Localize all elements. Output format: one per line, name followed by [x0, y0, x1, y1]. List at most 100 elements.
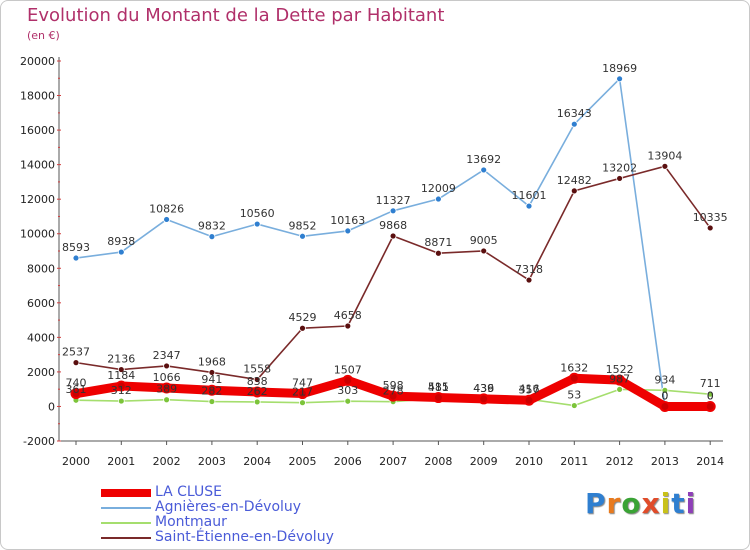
data-label-la-cluse: 0 [707, 389, 714, 402]
data-point-montmaur [299, 399, 306, 407]
y-tick-label: 2000 [27, 366, 55, 379]
data-point-agnieres-en-devoluy [117, 248, 125, 256]
x-tick-label: 2013 [651, 455, 679, 468]
data-label-saint-etienne-en-devoluy: 9868 [379, 219, 407, 232]
logo-letter: r [606, 487, 622, 520]
data-point-la-cluse [478, 393, 490, 405]
y-tick-label: 6000 [27, 297, 55, 310]
data-label-agnieres-en-devoluy: 8938 [107, 235, 135, 248]
data-label-saint-etienne-en-devoluy: 1558 [243, 363, 271, 376]
data-label-agnieres-en-devoluy: 0 [707, 389, 714, 402]
data-label-montmaur: 389 [156, 383, 177, 396]
y-tick-label: 14000 [20, 159, 55, 172]
data-label-agnieres-en-devoluy: 0 [661, 389, 668, 402]
data-label-saint-etienne-en-devoluy: 13904 [647, 149, 682, 162]
data-label-agnieres-en-devoluy: 13692 [466, 153, 501, 166]
x-tick-label: 2008 [424, 455, 452, 468]
data-point-la-cluse [70, 388, 82, 400]
data-point-agnieres-en-devoluy [72, 254, 80, 262]
data-point-agnieres-en-devoluy [163, 216, 171, 223]
legend-item-saint-etienne: Saint-Étienne-en-Dévoluy [101, 529, 401, 545]
data-point-la-cluse [704, 400, 716, 412]
data-label-montmaur: 278 [383, 385, 404, 398]
data-label-la-cluse: 1184 [107, 369, 135, 382]
legend-label: LA CLUSE [155, 484, 223, 500]
logo-letter: t [671, 487, 686, 520]
data-point-montmaur [616, 386, 623, 393]
x-tick-label: 2003 [198, 455, 226, 468]
legend-item-montmaur: Montmaur [101, 514, 401, 530]
data-point-saint-etienne-en-devoluy [570, 187, 578, 195]
x-tick-label: 2001 [107, 455, 135, 468]
data-label-montmaur: 217 [292, 386, 313, 399]
data-label-saint-etienne-en-devoluy: 2347 [153, 349, 181, 362]
data-label-la-cluse: 740 [66, 377, 87, 390]
proxiti-logo: Proxiti [585, 487, 696, 520]
legend-label: Saint-Étienne-en-Dévoluy [155, 529, 334, 545]
data-label-montmaur: 282 [201, 385, 222, 398]
data-label-montmaur: 53 [567, 389, 581, 402]
data-point-la-cluse [432, 392, 444, 404]
data-label-montmaur: 711 [700, 377, 721, 390]
data-label-agnieres-en-devoluy: 18969 [602, 62, 637, 75]
data-label-agnieres-en-devoluy: 9852 [289, 219, 317, 232]
data-point-montmaur [253, 398, 261, 406]
data-label-saint-etienne-en-devoluy: 2136 [107, 353, 135, 366]
y-tick-label: 16000 [20, 124, 55, 137]
logo-letter: i [685, 487, 697, 520]
x-tick-label: 2014 [696, 455, 724, 468]
legend-label: Montmaur [155, 514, 227, 530]
data-label-saint-etienne-en-devoluy: 2537 [62, 346, 90, 359]
data-label-montmaur: 262 [247, 385, 268, 398]
data-label-la-cluse: 1507 [334, 363, 362, 376]
data-point-saint-etienne-en-devoluy [389, 232, 397, 240]
x-tick-label: 2011 [560, 455, 588, 468]
data-point-montmaur [344, 397, 352, 405]
data-label-agnieres-en-devoluy: 11601 [512, 189, 547, 202]
data-point-agnieres-en-devoluy [344, 227, 352, 235]
data-point-la-cluse [115, 380, 127, 392]
data-label-agnieres-en-devoluy: 10163 [330, 214, 365, 227]
legend-item-la-cluse: LA CLUSE [101, 484, 401, 500]
data-point-la-cluse [342, 374, 354, 386]
data-point-agnieres-en-devoluy [253, 220, 261, 228]
legend-swatch-montmaur [101, 522, 151, 524]
data-point-saint-etienne-en-devoluy [253, 376, 261, 383]
data-label-saint-etienne-en-devoluy: 4529 [289, 311, 317, 324]
data-label-agnieres-en-devoluy: 10560 [240, 207, 275, 220]
data-labels: 740 1184 1066 941 838 747 1507 598 515 436 357 1632… [62, 62, 728, 403]
y-axis-unit: (en €) [27, 29, 60, 42]
data-point-la-cluse [387, 390, 399, 402]
data-label-la-cluse: 357 [519, 383, 540, 396]
logo-letter: P [585, 487, 607, 520]
data-point-montmaur [661, 386, 669, 394]
logo-letter: i [660, 487, 672, 520]
chart-title: Evolution du Montant de la Dette par Hab… [27, 5, 445, 26]
data-point-la-cluse [523, 394, 535, 406]
data-label-montmaur: 987 [609, 372, 630, 385]
data-point-la-cluse [659, 400, 671, 412]
data-label-saint-etienne-en-devoluy: 4658 [334, 309, 362, 322]
data-point-agnieres-en-devoluy [525, 202, 533, 210]
logo-letter: x [641, 487, 661, 520]
y-tick-label: 4000 [27, 331, 55, 344]
data-label-la-cluse: 747 [292, 377, 313, 390]
data-point-la-cluse [161, 382, 173, 394]
data-point-saint-etienne-en-devoluy [525, 276, 533, 284]
y-tick-label: 0 [48, 400, 55, 413]
data-label-la-cluse: 838 [247, 375, 268, 388]
data-point-saint-etienne-en-devoluy [72, 359, 80, 367]
data-point-agnieres-en-devoluy [480, 166, 488, 174]
data-point-la-cluse [297, 388, 308, 400]
x-tick-label: 2004 [243, 455, 271, 468]
data-point-la-cluse [251, 386, 263, 398]
data-label-la-cluse: 515 [428, 381, 449, 394]
x-tick-label: 2002 [153, 455, 181, 468]
x-tick-label: 2007 [379, 455, 407, 468]
legend: LA CLUSE Agnières-en-Dévoluy Montmaur Sa… [101, 484, 401, 545]
x-tick-label: 2006 [334, 455, 362, 468]
data-label-montmaur: 361 [66, 383, 87, 396]
data-label-la-cluse: 436 [473, 382, 494, 395]
